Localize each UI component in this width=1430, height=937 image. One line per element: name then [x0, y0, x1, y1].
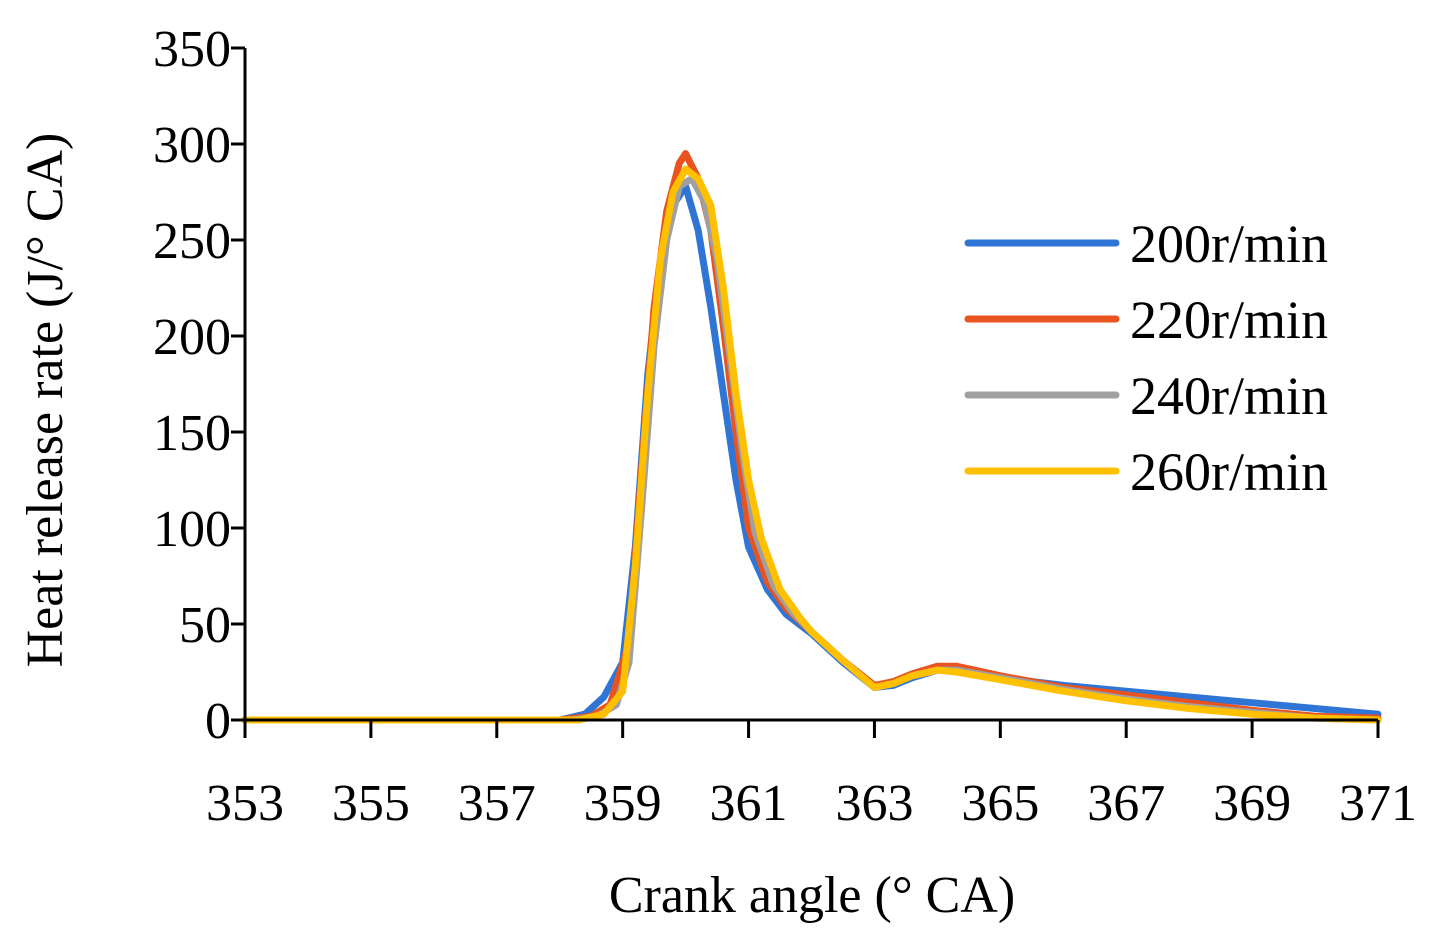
y-tick-label: 0: [205, 693, 231, 750]
y-tick-label: 300: [153, 117, 231, 174]
x-axis-title: Crank angle (° CA): [609, 867, 1015, 924]
y-axis-title: Heat release rate (J/° CA): [17, 133, 74, 668]
legend-label: 240r/min: [1130, 366, 1328, 426]
x-tick-label: 353: [206, 775, 284, 832]
legend: 200r/min 220r/min 240r/min 260r/min: [964, 214, 1328, 502]
series-layer: [241, 150, 1382, 724]
legend-label: 200r/min: [1130, 214, 1328, 274]
x-tick-label: 359: [584, 775, 662, 832]
x-tick-label: 361: [710, 775, 788, 832]
y-tick-label: 200: [153, 309, 231, 366]
y-tick-label: 350: [153, 21, 231, 78]
y-tick-label: 150: [153, 405, 231, 462]
legend-label: 220r/min: [1130, 290, 1328, 350]
y-tick-label: 100: [153, 501, 231, 558]
x-tick-label: 365: [961, 775, 1039, 832]
x-tick-label: 357: [458, 775, 536, 832]
x-tick-label: 367: [1087, 775, 1165, 832]
legend-label: 260r/min: [1130, 442, 1328, 502]
x-tick-label: 369: [1213, 775, 1291, 832]
y-tick-label: 250: [153, 213, 231, 270]
x-ticks: 353 355 357 359 361 363 365 367 369 371: [206, 720, 1417, 832]
x-tick-label: 371: [1339, 775, 1417, 832]
series-line-260r-min: [241, 165, 1382, 724]
x-tick-label: 363: [835, 775, 913, 832]
x-tick-label: 355: [332, 775, 410, 832]
y-ticks: 0 50 100 150 200 250 300 350: [153, 21, 245, 750]
y-tick-label: 50: [179, 597, 231, 654]
